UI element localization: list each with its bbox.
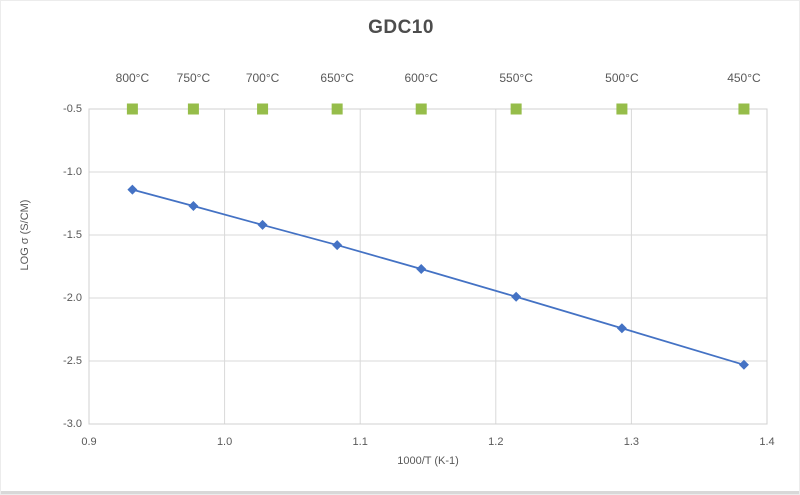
temperature-marker-series bbox=[126, 103, 750, 115]
bottom-edge-strip bbox=[1, 491, 799, 494]
y-tick-label: -2.5 bbox=[63, 355, 82, 367]
gridlines bbox=[88, 108, 768, 425]
x-tick-label: 1.0 bbox=[216, 436, 233, 448]
y-tick-label: -2.0 bbox=[63, 292, 82, 304]
x-tick-label: 1.1 bbox=[352, 436, 368, 448]
data-point-marker bbox=[738, 359, 749, 370]
x-tick-label: 1.3 bbox=[623, 436, 640, 448]
data-point-marker bbox=[257, 219, 268, 230]
temperature-label: 550°C bbox=[499, 71, 533, 85]
temperature-label: 750°C bbox=[176, 71, 211, 85]
data-point-marker bbox=[416, 264, 427, 275]
x-tick-label: 1.2 bbox=[488, 436, 504, 448]
temperature-marker bbox=[510, 103, 522, 115]
temperature-marker bbox=[738, 103, 750, 115]
temperature-marker bbox=[415, 103, 427, 115]
x-axis-title: 1000/T (K-1) bbox=[397, 455, 459, 467]
temperature-label: 450°C bbox=[727, 71, 761, 85]
y-tick-label: -0.5 bbox=[63, 103, 82, 115]
data-point-marker bbox=[511, 291, 522, 302]
plot-border bbox=[88, 108, 768, 425]
y-tick-label: -3.0 bbox=[63, 418, 82, 430]
data-point-marker bbox=[127, 184, 138, 195]
x-tick-label: 0.9 bbox=[81, 436, 97, 448]
temperature-label: 500°C bbox=[605, 71, 639, 85]
y-tick-label: -1.5 bbox=[63, 229, 82, 241]
y-axis-title: LOG σ (S/CM) bbox=[19, 199, 31, 271]
series-line bbox=[132, 188, 745, 366]
temperature-marker bbox=[257, 103, 269, 115]
y-tick-label: -1.0 bbox=[63, 166, 82, 178]
plot-border-rect bbox=[88, 108, 768, 425]
temperature-marker bbox=[187, 103, 199, 115]
temperature-marker bbox=[126, 103, 138, 115]
x-tick-label: 1.4 bbox=[759, 436, 775, 448]
temperature-label: 800°C bbox=[115, 71, 150, 85]
temperature-marker bbox=[616, 103, 628, 115]
temperature-label: 650°C bbox=[320, 71, 354, 85]
temperature-label: 600°C bbox=[404, 71, 438, 85]
data-point-marker bbox=[332, 240, 343, 251]
chart-title: GDC10 bbox=[368, 17, 434, 38]
data-point-marker bbox=[188, 201, 199, 212]
conductivity-series bbox=[127, 184, 749, 370]
temperature-marker bbox=[331, 103, 343, 115]
data-point-marker bbox=[616, 323, 627, 334]
temperature-label: 700°C bbox=[245, 71, 280, 85]
